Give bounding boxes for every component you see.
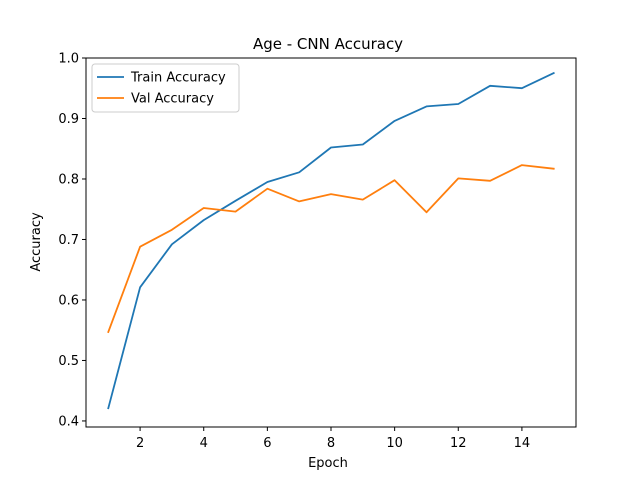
chart-title: Age - CNN Accuracy xyxy=(253,35,403,53)
legend-label: Train Accuracy xyxy=(130,71,226,86)
x-tick-label: 2 xyxy=(136,436,144,451)
legend-box xyxy=(91,63,240,113)
x-tick-label: 10 xyxy=(386,436,403,451)
plot-area xyxy=(107,71,555,410)
legend: Train Accuracy Val Accuracy xyxy=(91,63,240,113)
y-tick-label: 0.8 xyxy=(58,172,79,187)
x-tick-label: 8 xyxy=(327,436,335,451)
y-tick-label: 0.5 xyxy=(58,354,79,369)
x-tick-label: 14 xyxy=(514,436,531,451)
y-axis-label: Accuracy xyxy=(29,212,44,272)
y-axis: 0.4 0.5 0.6 0.7 0.8 0.9 1.0 xyxy=(58,52,86,429)
y-tick-label: 0.9 xyxy=(58,112,79,127)
x-tick-label: 4 xyxy=(200,436,208,451)
x-axis-label: Epoch xyxy=(308,456,348,471)
legend-label: Val Accuracy xyxy=(131,92,214,107)
x-tick-label: 6 xyxy=(263,436,271,451)
y-tick-label: 0.4 xyxy=(58,414,79,429)
x-tick-label: 12 xyxy=(450,436,467,451)
y-tick-label: 1.0 xyxy=(58,52,79,67)
x-axis: 2 4 6 8 10 12 14 xyxy=(136,427,530,451)
y-tick-label: 0.7 xyxy=(58,233,79,248)
y-tick-label: 0.6 xyxy=(58,293,79,308)
